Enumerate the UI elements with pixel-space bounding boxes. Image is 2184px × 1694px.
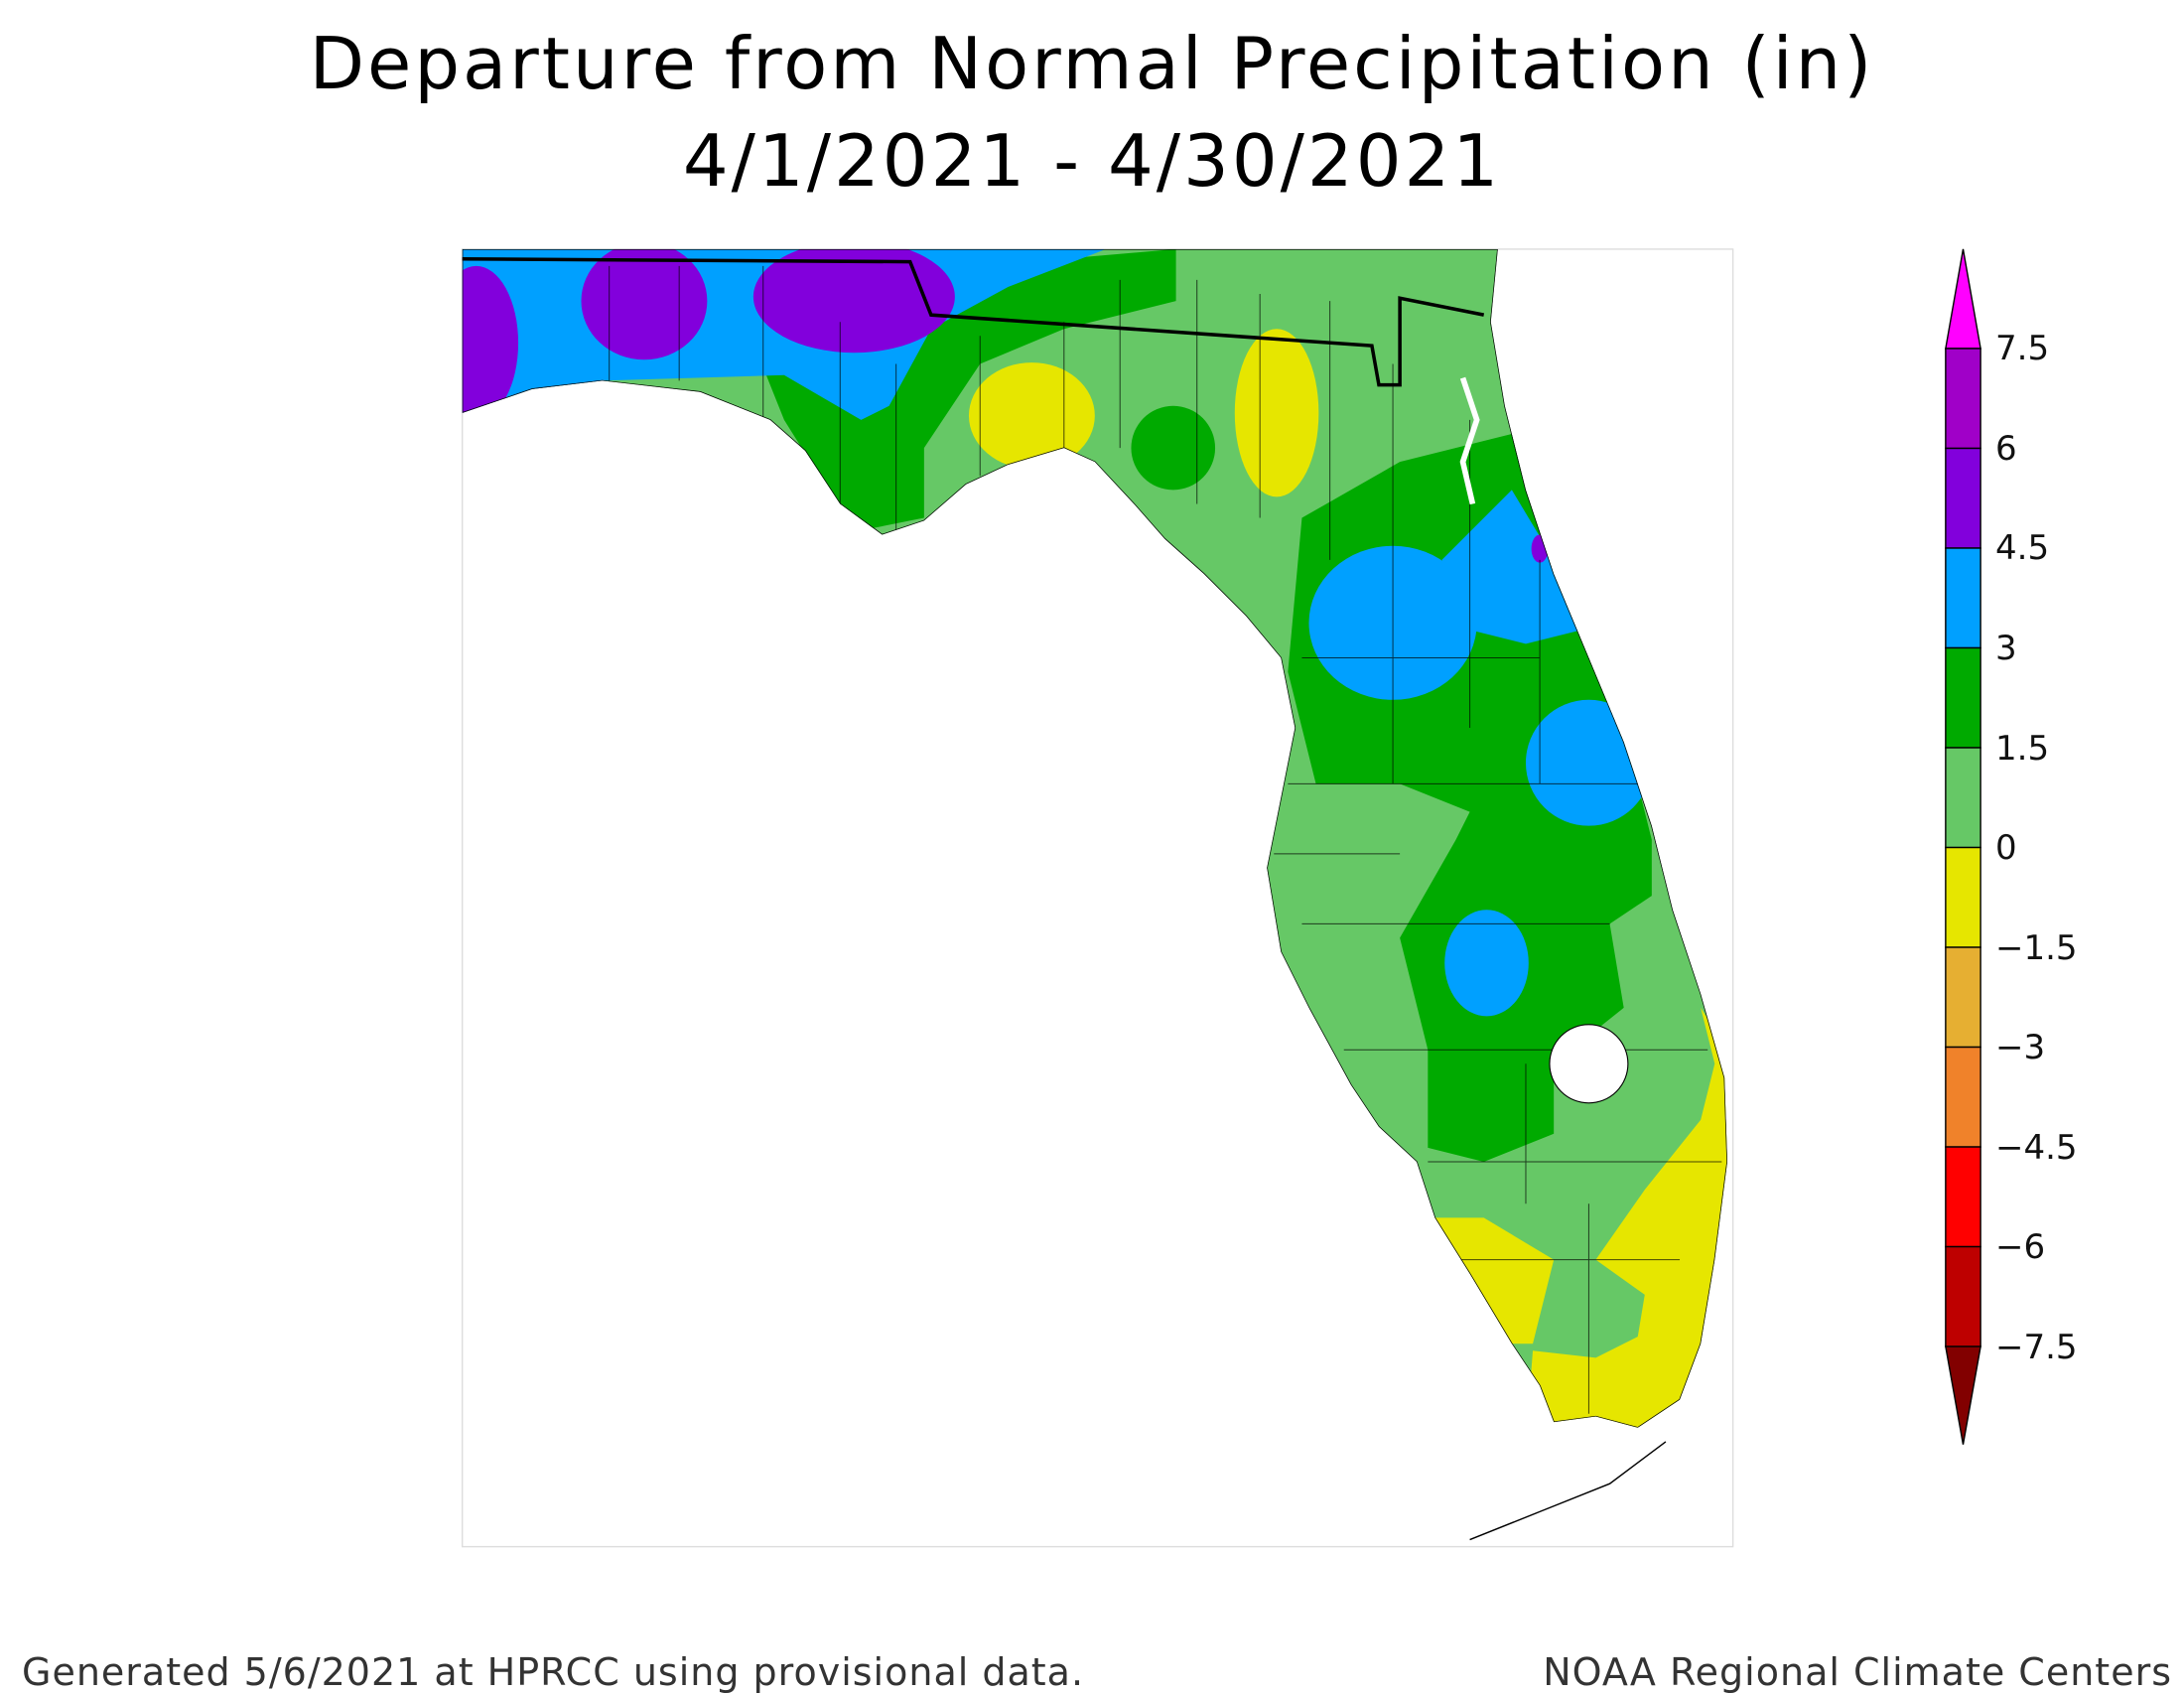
legend-swatch — [1945, 846, 1981, 948]
purple-region — [1531, 534, 1549, 563]
legend-swatch — [1945, 1046, 1981, 1148]
purple-region — [581, 248, 708, 360]
contour-fills — [462, 248, 1727, 1428]
blue-region — [1525, 699, 1652, 826]
purple-region — [752, 248, 955, 353]
yellow-region — [1234, 329, 1319, 497]
legend-arrow-min — [1945, 1345, 1981, 1445]
legend-swatch — [1945, 447, 1981, 549]
legend-label: −1.5 — [1995, 928, 2078, 968]
purple-region — [462, 265, 519, 420]
legend-swatch — [1945, 946, 1981, 1049]
legend-label: 3 — [1995, 629, 2017, 668]
legend-label: 7.5 — [1995, 329, 2050, 368]
legend-label: −4.5 — [1995, 1128, 2078, 1168]
map-date-range: 4/1/2021 - 4/30/2021 — [682, 119, 1502, 203]
footer-generated: Generated 5/6/2021 at HPRCC using provis… — [22, 1650, 1085, 1694]
legend-label: −6 — [1995, 1227, 2046, 1267]
legend-label: 4.5 — [1995, 528, 2050, 568]
map-title: Departure from Normal Precipitation (in) — [309, 22, 1875, 105]
dark-green-region — [1131, 405, 1216, 491]
st-johns-river — [1459, 376, 1480, 505]
legend-swatch — [1945, 547, 1981, 649]
legend-label: 1.5 — [1995, 729, 2050, 769]
legend-swatch — [1945, 1146, 1981, 1248]
yellow-region — [1428, 1217, 1555, 1344]
legend-label: −7.5 — [1995, 1328, 2078, 1367]
florida-keys — [1469, 1441, 1667, 1541]
yellow-region — [968, 362, 1095, 470]
blue-region — [1441, 490, 1582, 644]
legend-label: 0 — [1995, 828, 2017, 868]
footer-source: NOAA Regional Climate Centers — [1543, 1650, 2172, 1694]
legend-label: −3 — [1995, 1028, 2046, 1067]
legend-colorbar — [1945, 248, 1981, 1445]
legend-swatch — [1945, 646, 1981, 749]
legend-swatch — [1945, 747, 1981, 849]
legend-swatch — [1945, 1245, 1981, 1347]
lake-okeechobee — [1549, 1024, 1629, 1104]
legend-label: 6 — [1995, 429, 2017, 469]
county-lines — [609, 265, 1722, 1414]
legend-swatch — [1945, 348, 1981, 450]
blue-region — [1444, 910, 1529, 1017]
legend-arrow-max — [1945, 248, 1981, 350]
yellow-region — [1525, 1007, 1727, 1428]
state-border — [462, 257, 1485, 387]
